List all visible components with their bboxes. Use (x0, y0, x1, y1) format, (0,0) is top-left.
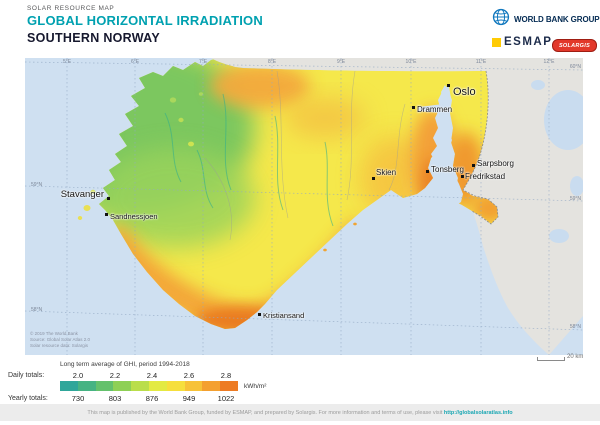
legend-daily-value: 2.2 (109, 371, 121, 380)
city-dot-skien (372, 177, 375, 180)
solargis-logo-text: SOLARGIS (558, 42, 591, 49)
city-dot-fredrikstad (461, 175, 464, 178)
page-title: GLOBAL HORIZONTAL IRRADIATION (27, 13, 263, 28)
legend-daily-value: 2.6 (183, 371, 195, 380)
lon-label: 12°E (543, 59, 555, 65)
map-copyright: © 2019 The World Bank Source: Global Sol… (30, 331, 91, 348)
city-dot-stavanger (107, 197, 110, 200)
legend-yearly-value: 876 (145, 394, 159, 403)
legend-color-ramp (60, 381, 238, 391)
legend-daily-value: 2.0 (72, 371, 84, 380)
lon-label: 10°E (405, 59, 417, 65)
lat-label: 59°N (569, 196, 581, 202)
legend-ramp-segment (202, 381, 221, 391)
legend-ramp-segment (166, 381, 185, 391)
legend-yearly-value: 730 (71, 394, 85, 403)
legend-ramp-segment (77, 381, 96, 391)
city-label-skien: Skien (376, 168, 397, 177)
lon-label: 5°E (62, 59, 72, 65)
footer-attribution: This map is published by the World Bank … (87, 409, 444, 416)
city-dot-tonsberg (426, 170, 429, 173)
map-type-eyebrow: SOLAR RESOURCE MAP (27, 5, 115, 12)
city-label-stavanger: Stavanger (60, 189, 104, 200)
legend-ramp-segment (148, 381, 167, 391)
legend-title: Long term average of GHI, period 1994-20… (60, 361, 190, 368)
lat-label: 60°N (569, 64, 581, 70)
lon-label: 8°E (267, 59, 277, 65)
lat-label: 58°N (569, 324, 581, 330)
lon-label: 7°E (198, 59, 208, 65)
city-dot-oslo (447, 84, 450, 87)
lat-label: 58°N (31, 307, 43, 313)
world-bank-logo: WORLD BANK GROUP (492, 8, 600, 31)
lon-label: 6°E (130, 59, 140, 65)
legend-daily-label: Daily totals: (8, 372, 45, 379)
legend-unit: kWh/m² (244, 383, 267, 390)
island-shapes (77, 92, 357, 252)
city-dot-sarpsborg (472, 164, 475, 167)
solargis-logo: SOLARGIS (552, 39, 597, 52)
footer-bar: This map is published by the World Bank … (0, 404, 600, 421)
esmap-square-icon (492, 37, 501, 47)
legend-ramp-segment (60, 381, 78, 391)
legend-ramp-segment (113, 381, 132, 391)
city-label-tonsberg: Tonsberg (431, 165, 464, 174)
footer-link[interactable]: http://globalsolaratlas.info (443, 409, 513, 416)
legend-yearly-value: 803 (108, 394, 122, 403)
esmap-logo-text: ESMAP (504, 36, 553, 48)
footer-text: This map is published by the World Bank … (87, 410, 512, 416)
city-dot-sandnessjoen (105, 213, 108, 216)
legend-daily-value: 2.8 (220, 371, 232, 380)
legend-daily-value: 2.4 (146, 371, 158, 380)
city-dot-kristiansand (258, 313, 261, 316)
world-bank-globe-icon (492, 8, 510, 31)
legend-ramp-segment (95, 381, 114, 391)
world-bank-logo-text: WORLD BANK GROUP (514, 15, 600, 24)
lat-label: 59°N (31, 182, 43, 188)
legend-yearly-label: Yearly totals: (8, 395, 48, 402)
legend-ramp-segment (184, 381, 203, 391)
legend-yearly-value: 1022 (217, 394, 235, 403)
scale-bar (537, 357, 565, 361)
map-canvas[interactable]: 5°E 6°E 7°E 8°E 9°E 10°E 11°E 12°E 59°N … (25, 58, 583, 355)
city-label-oslo: Oslo (453, 86, 476, 98)
city-label-sarpsborg: Sarpsborg (477, 159, 514, 168)
legend-ramp-segment (220, 381, 238, 391)
lon-label: 11°E (475, 59, 487, 65)
city-label-kristiansand: Kristiansand (263, 311, 305, 320)
lon-label: 9°E (336, 59, 346, 65)
city-label-drammen: Drammen (417, 105, 453, 114)
legend-ramp-segment (131, 381, 149, 391)
region-subtitle: SOUTHERN NORWAY (27, 31, 160, 45)
scale-label: 20 km (567, 354, 584, 360)
legend-yearly-value: 949 (182, 394, 196, 403)
city-label-fredrikstad: Fredrikstad (465, 172, 506, 181)
city-dot-drammen (412, 106, 415, 109)
city-label-sandnessjoen: Sandnessjoen (110, 212, 158, 221)
esmap-logo: ESMAP (492, 36, 552, 48)
